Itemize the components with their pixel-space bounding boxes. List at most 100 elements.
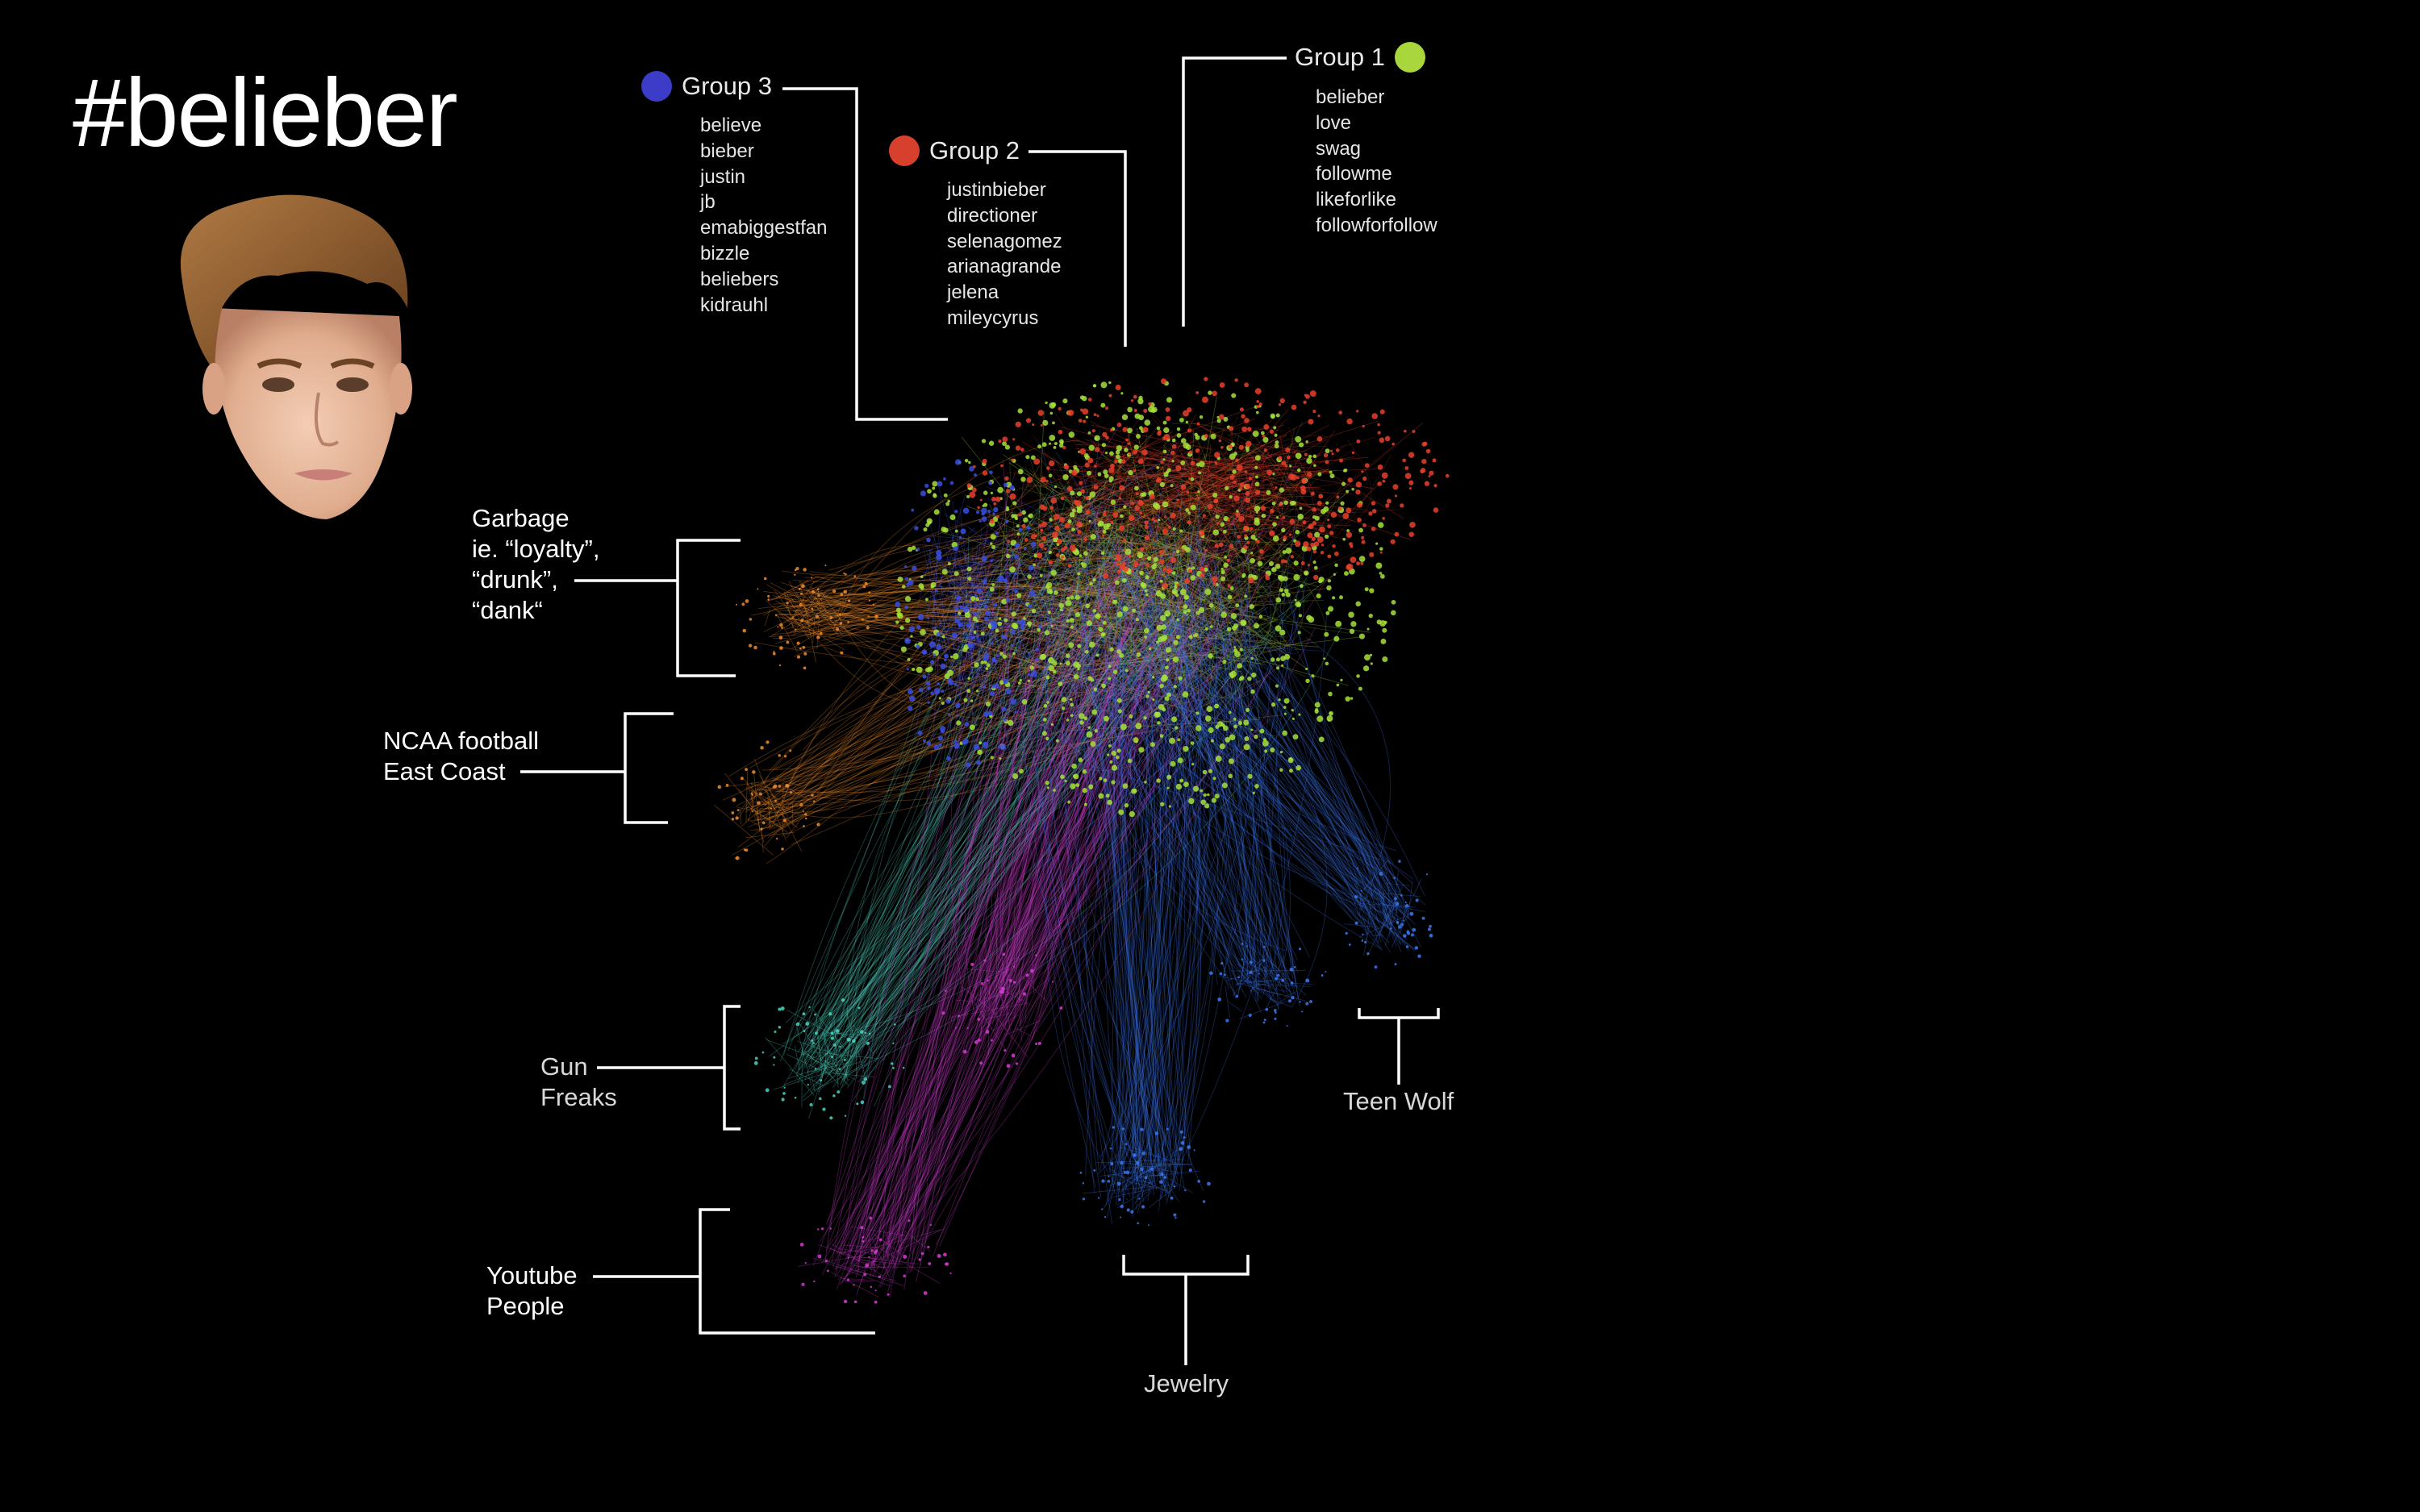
graph-edge [991,619,1149,998]
graph-node [957,1014,960,1018]
graph-node [1006,1064,1011,1068]
graph-node [999,652,1003,656]
graph-node [863,1272,867,1277]
graph-edge [987,527,1013,1056]
graph-edge [1244,472,1254,524]
graph-edge [1062,523,1111,622]
graph-edge [1113,444,1187,462]
graph-node [1313,541,1320,547]
graph-edge [870,664,1082,1236]
graph-edge [1233,514,1255,956]
graph-node [1204,377,1208,381]
graph-edge [886,1242,890,1264]
graph-node [1296,476,1300,480]
graph-edge [899,1231,903,1260]
graph-node [1275,597,1282,603]
graph-node [789,749,792,752]
graph-edge [1187,557,1239,638]
graph-edge [925,611,953,699]
graph-node [1190,741,1195,745]
graph-edge [841,1248,878,1256]
graph-node [1101,632,1106,637]
graph-node [1279,750,1283,754]
graph-edge [962,567,967,584]
graph-node [1080,489,1086,494]
graph-node [1233,717,1237,721]
graph-edge [1137,1168,1150,1214]
graph-node [1347,477,1353,483]
graph-node [977,1018,981,1021]
graph-node [1306,472,1312,477]
graph-edge [1238,628,1299,973]
graph-edge [1141,497,1245,639]
graph-edge [799,581,816,663]
graph-node [1015,421,1021,427]
graph-edge [1212,576,1359,886]
graph-edge [939,527,1291,1247]
graph-node [785,783,789,788]
graph-edge [1176,585,1186,1163]
graph-edge [1032,550,1095,709]
graph-edge [1175,444,1226,477]
graph-node [1301,477,1308,484]
graph-node [826,1269,829,1272]
graph-node [1337,506,1342,510]
graph-node [927,1245,930,1249]
graph-edge [932,573,972,635]
graph-edge [1011,544,1150,1171]
graph-node [1340,501,1345,506]
hashtag-term: belieber [1316,86,1385,108]
graph-edge [1092,534,1230,775]
graph-node [1049,518,1053,522]
graph-node [1159,734,1164,738]
graph-edge [1204,546,1249,981]
graph-node [1156,465,1160,469]
graph-edge [1049,603,1154,1172]
graph-node [1423,441,1428,446]
graph-edge [1085,635,1152,1156]
graph-node [1390,539,1396,544]
graph-edge [1003,540,1415,952]
graph-edge [753,664,1118,810]
graph-edge [1112,634,1143,1168]
graph-edge [1026,473,1181,680]
graph-node [1428,475,1431,478]
graph-edge [837,1229,941,1281]
graph-edge [1240,657,1291,968]
graph-node [1271,567,1277,573]
graph-edge [1210,600,1248,638]
graph-node [779,623,783,627]
graph-node [1317,414,1321,418]
graph-edge [755,821,784,832]
graph-node [1133,561,1139,568]
graph-node [1235,512,1241,518]
graph-node [847,621,849,623]
graph-edge [861,1237,879,1243]
graph-edge [1031,589,1237,996]
graph-node [1025,973,1029,977]
graph-edge [766,600,794,627]
graph-edge [1175,501,1314,636]
graph-node [981,439,987,444]
graph-edge [824,1032,827,1076]
graph-node [1341,481,1346,486]
graph-node [1254,623,1259,629]
graph-node [1077,668,1080,671]
graph-edge [857,1238,862,1275]
graph-edge [1058,481,1396,906]
graph-node [863,1077,868,1081]
graph-node [1093,485,1099,490]
graph-node [983,660,987,664]
graph-node [1291,995,1295,1000]
graph-edge [970,594,974,740]
graph-node [1247,676,1252,681]
graph-edge [1183,483,1206,623]
graph-edge [1070,421,1283,574]
graph-edge [732,619,1239,856]
graph-node [1091,709,1098,715]
graph-node [1336,495,1340,499]
graph-node [1029,665,1035,670]
graph-node [917,730,923,735]
graph-node [1115,554,1122,561]
graph-node [1336,683,1340,687]
